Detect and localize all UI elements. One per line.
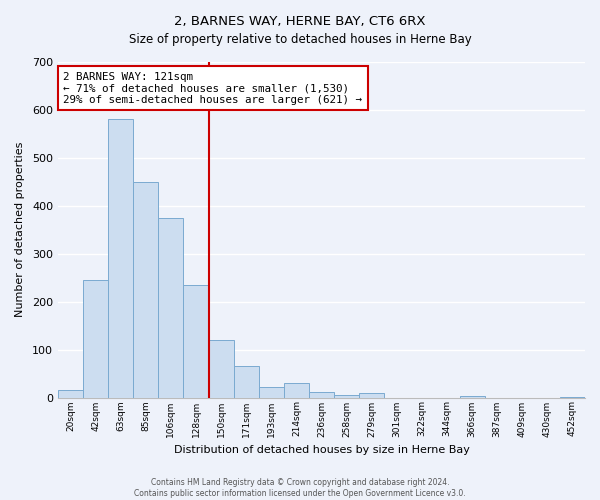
Bar (209, 340, 233, 398)
Bar (58, 390, 83, 398)
X-axis label: Distribution of detached houses by size in Herne Bay: Distribution of detached houses by size … (173, 445, 469, 455)
Bar (560, 396, 585, 398)
Y-axis label: Number of detached properties: Number of detached properties (15, 142, 25, 317)
Bar (233, 366, 259, 398)
Bar (158, 218, 184, 398)
Bar (334, 395, 359, 398)
Bar (184, 284, 209, 398)
Bar (133, 182, 158, 398)
Text: 2, BARNES WAY, HERNE BAY, CT6 6RX: 2, BARNES WAY, HERNE BAY, CT6 6RX (174, 15, 426, 28)
Bar (284, 383, 309, 398)
Bar (359, 392, 384, 398)
Bar (460, 396, 485, 398)
Text: 2 BARNES WAY: 121sqm
← 71% of detached houses are smaller (1,530)
29% of semi-de: 2 BARNES WAY: 121sqm ← 71% of detached h… (63, 72, 362, 105)
Text: Size of property relative to detached houses in Herne Bay: Size of property relative to detached ho… (128, 32, 472, 46)
Text: Contains HM Land Registry data © Crown copyright and database right 2024.
Contai: Contains HM Land Registry data © Crown c… (134, 478, 466, 498)
Bar (259, 387, 284, 398)
Bar (83, 280, 108, 398)
Bar (309, 392, 334, 398)
Bar (108, 119, 133, 398)
